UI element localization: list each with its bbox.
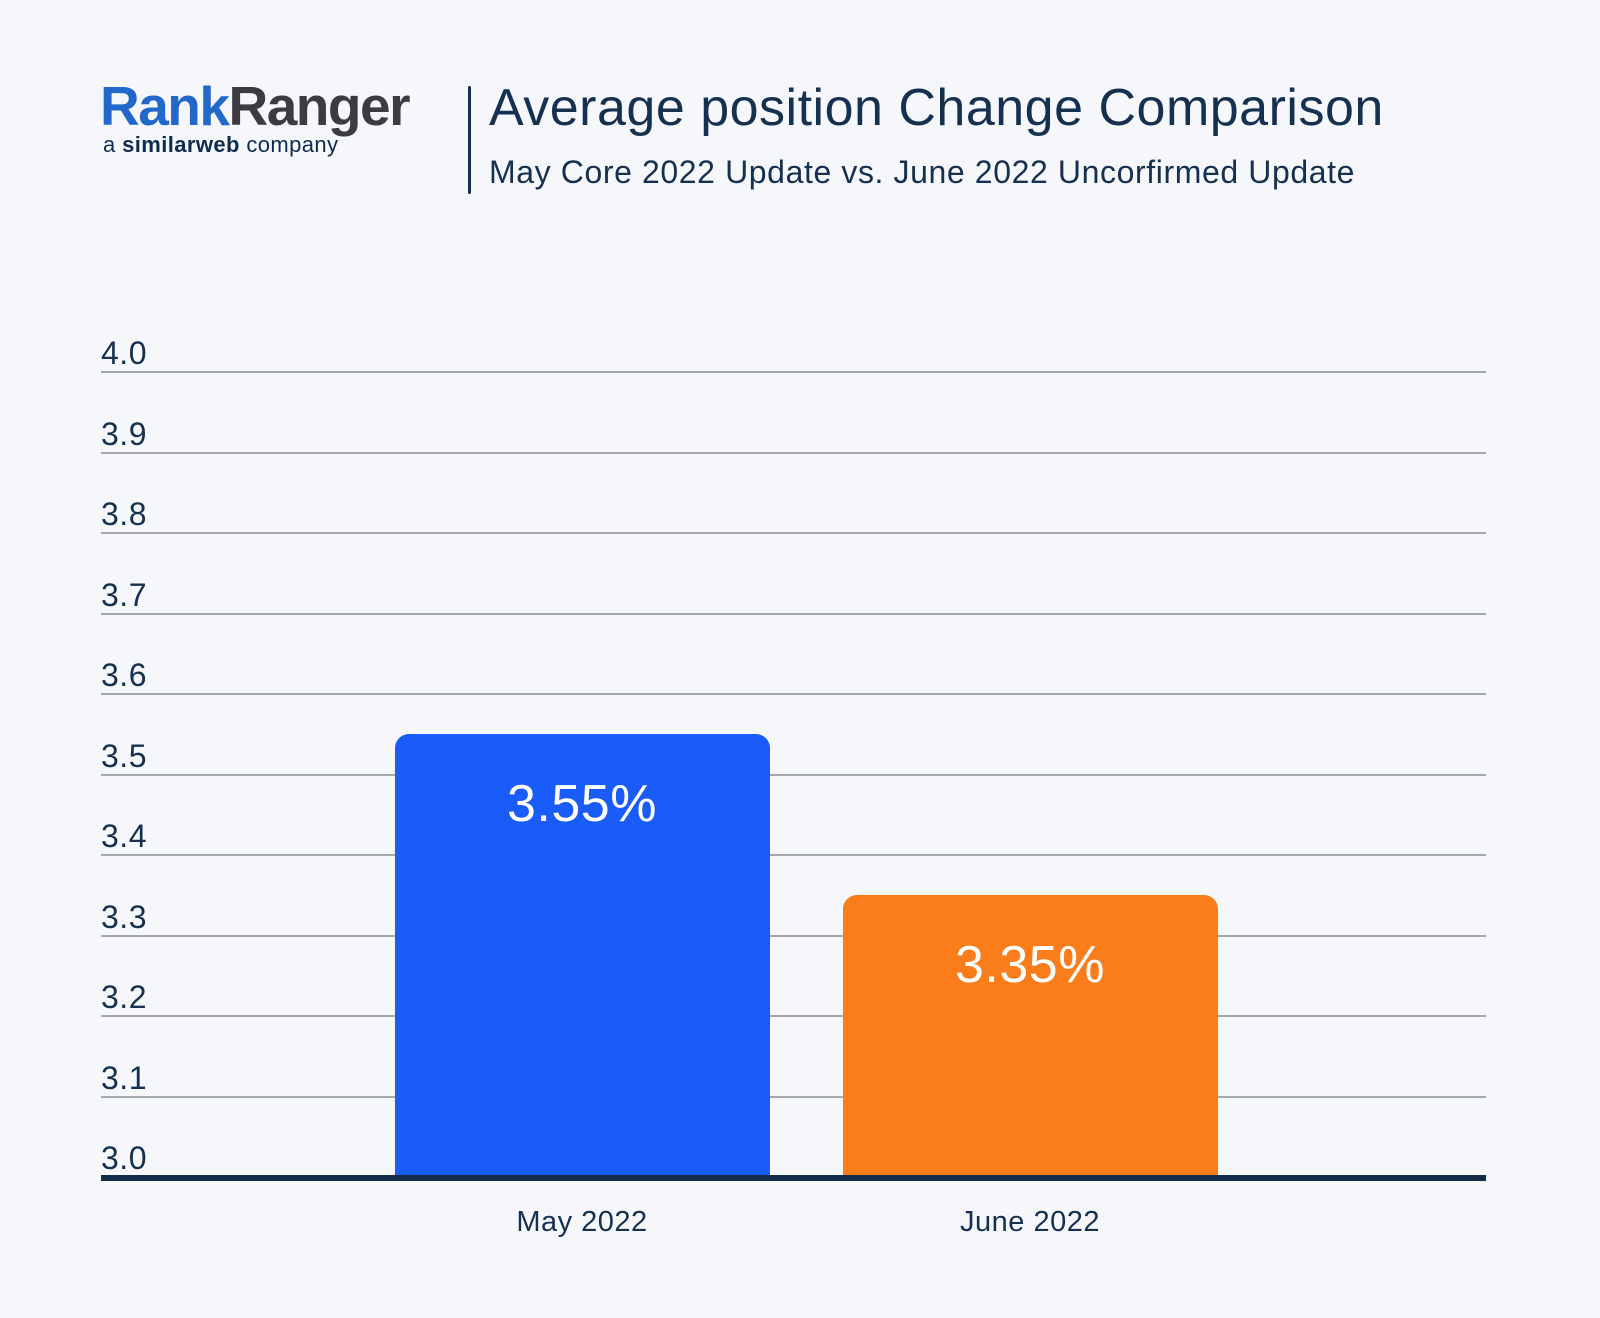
bar-june-2022: 3.35% bbox=[842, 895, 1218, 1177]
chart-title: Average position Change Comparison bbox=[489, 79, 1384, 137]
chart-subtitle: May Core 2022 Update vs. June 2022 Uncor… bbox=[489, 154, 1356, 190]
bar-value-label: 3.55% bbox=[507, 775, 657, 834]
logo-rank-text: Rank bbox=[100, 75, 230, 137]
tagline-brand: similarweb bbox=[122, 132, 240, 157]
rankranger-logo: RankRanger bbox=[100, 75, 411, 137]
y-tick-label: 3.4 bbox=[101, 818, 147, 854]
x-tick-label: May 2022 bbox=[516, 1206, 648, 1238]
logo-tagline: a similarweb company bbox=[103, 132, 338, 158]
bar-value-label: 3.35% bbox=[955, 936, 1105, 995]
y-tick-label: 3.6 bbox=[101, 657, 147, 693]
y-tick-label: 4.0 bbox=[101, 335, 147, 371]
y-tick-label: 3.5 bbox=[101, 737, 147, 774]
y-tick-label: 3.3 bbox=[101, 898, 147, 935]
gridline bbox=[101, 371, 1486, 373]
tagline-prefix: a bbox=[103, 132, 116, 157]
y-tick-label: 3.1 bbox=[101, 1059, 147, 1096]
y-tick-label: 3.2 bbox=[101, 979, 147, 1015]
gridline bbox=[101, 532, 1486, 534]
gridline bbox=[101, 612, 1486, 615]
gridline bbox=[101, 1095, 1486, 1098]
gridline bbox=[101, 1015, 1486, 1017]
x-axis-line bbox=[101, 1175, 1486, 1181]
y-tick-label: 3.7 bbox=[101, 576, 147, 613]
gridline bbox=[101, 934, 1486, 937]
tagline-suffix: company bbox=[246, 132, 339, 157]
gridline bbox=[101, 451, 1486, 454]
header-divider bbox=[468, 86, 471, 194]
bar-may-2022: 3.55% bbox=[394, 734, 770, 1177]
y-tick-label: 3.0 bbox=[101, 1140, 147, 1176]
y-tick-label: 3.8 bbox=[101, 496, 147, 532]
logo-ranger-text: Ranger bbox=[228, 75, 411, 137]
gridline bbox=[101, 773, 1486, 776]
gridline bbox=[101, 854, 1486, 856]
y-tick-label: 3.9 bbox=[101, 415, 147, 452]
gridline bbox=[101, 693, 1486, 695]
x-tick-label: June 2022 bbox=[960, 1206, 1100, 1238]
